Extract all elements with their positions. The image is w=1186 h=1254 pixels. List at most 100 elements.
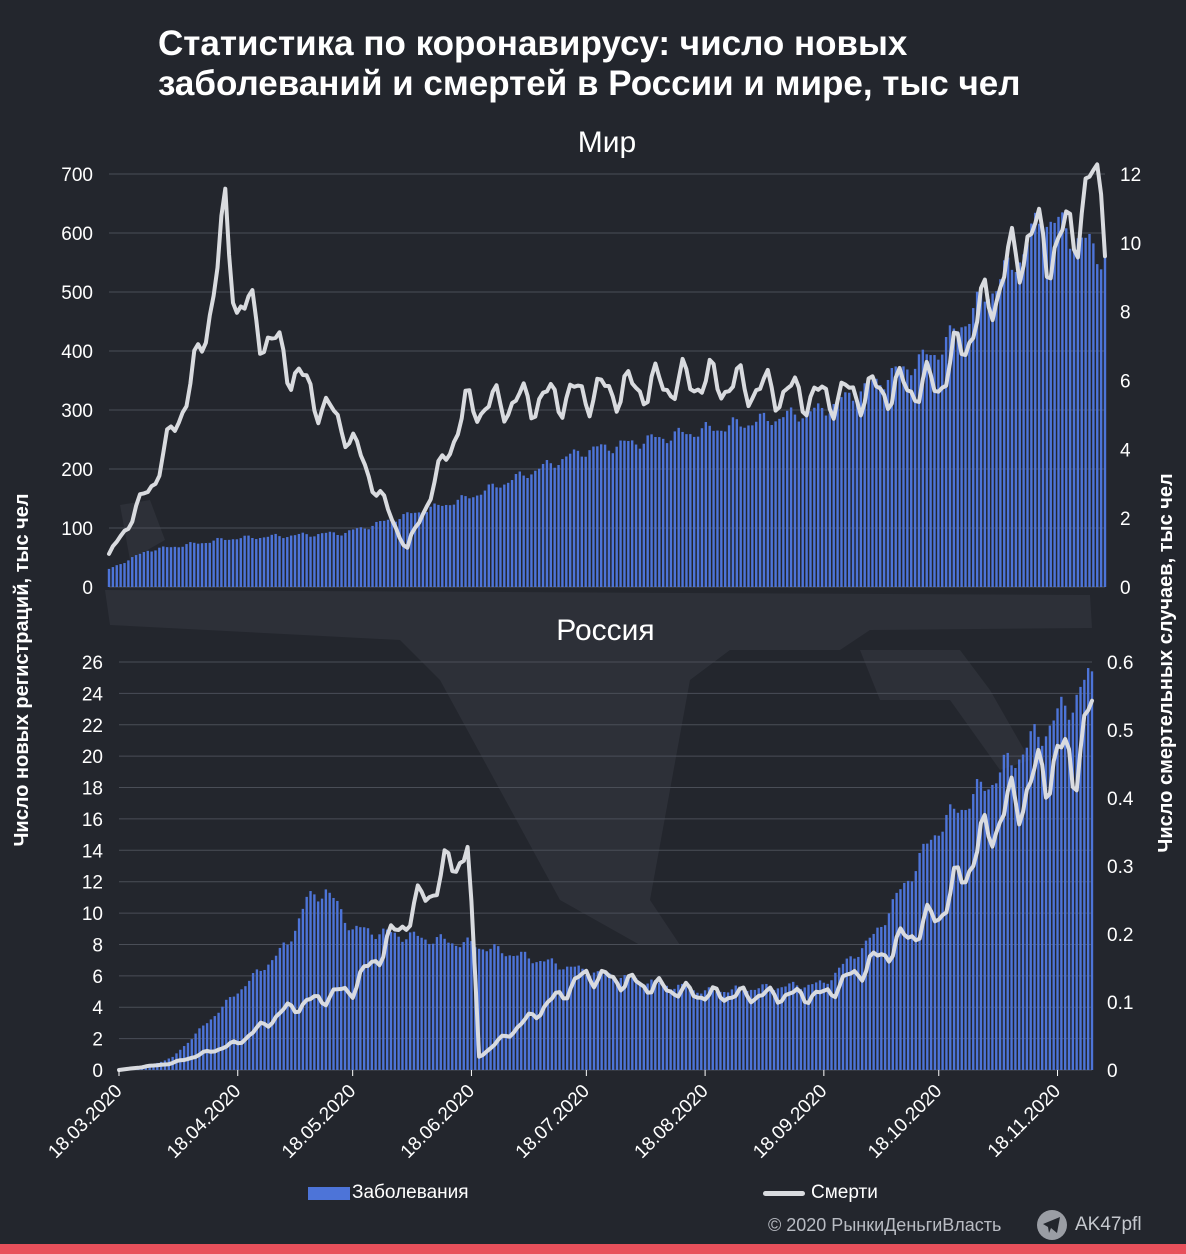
bar	[561, 459, 564, 587]
bar	[762, 412, 766, 587]
bar	[266, 536, 270, 587]
bar	[134, 555, 138, 587]
bar	[212, 540, 215, 587]
bar	[665, 443, 669, 587]
bar	[766, 421, 770, 587]
bar	[685, 434, 688, 587]
bar	[941, 831, 944, 1070]
bar	[220, 538, 223, 587]
bar	[452, 504, 456, 587]
telegram-icon	[1037, 1210, 1067, 1240]
bar	[1041, 230, 1045, 588]
x-tick-label: 18.10.2020	[864, 1081, 946, 1163]
bar	[795, 985, 799, 1070]
bar	[324, 532, 328, 587]
bar	[803, 987, 806, 1070]
bar	[987, 789, 990, 1070]
bar	[871, 380, 874, 587]
bar	[362, 927, 366, 1070]
bar	[669, 989, 672, 1070]
bar	[933, 835, 937, 1070]
bar	[340, 535, 343, 587]
bar	[224, 539, 227, 587]
bar	[366, 928, 370, 1070]
bar	[774, 421, 777, 587]
bar	[1075, 694, 1078, 1070]
bar	[437, 504, 440, 587]
bar	[500, 953, 504, 1070]
left-tick-label: 24	[82, 684, 104, 705]
bar	[857, 956, 860, 1070]
bar	[1041, 745, 1044, 1070]
bar	[1029, 731, 1032, 1070]
bar	[799, 988, 803, 1070]
bar	[464, 496, 467, 587]
bar	[363, 528, 366, 587]
bar	[638, 981, 642, 1070]
bar	[138, 553, 142, 587]
bar	[1079, 686, 1082, 1070]
bar	[274, 955, 278, 1070]
bar	[921, 349, 925, 587]
bar	[801, 418, 804, 587]
bar	[960, 327, 963, 587]
left-tick-label: 10	[82, 904, 103, 925]
legend-label-deaths: Смерти	[811, 1182, 878, 1203]
bar	[568, 453, 572, 587]
left-tick-label: 22	[82, 716, 103, 737]
bar	[615, 981, 619, 1070]
bar	[231, 539, 235, 587]
bar	[654, 437, 657, 587]
bar	[470, 941, 473, 1070]
bar	[217, 1012, 220, 1070]
bar	[813, 407, 816, 587]
x-tick-label: 18.03.2020	[44, 1081, 126, 1163]
bar	[1045, 226, 1049, 587]
right-tick-label: 8	[1120, 303, 1131, 324]
bar	[177, 547, 180, 587]
bar	[868, 937, 872, 1070]
bar	[221, 1006, 224, 1070]
bar	[247, 535, 250, 587]
bar	[822, 982, 826, 1070]
bar	[615, 446, 618, 587]
bar	[401, 941, 404, 1070]
bar	[746, 990, 749, 1070]
bar	[297, 918, 301, 1070]
bar	[979, 293, 983, 587]
bar	[684, 987, 688, 1070]
right-tick-label: 0.3	[1107, 857, 1133, 878]
bar	[413, 512, 417, 587]
bar	[317, 534, 320, 587]
bar	[451, 943, 454, 1070]
bar	[738, 986, 741, 1070]
bar	[619, 440, 622, 587]
bar	[468, 498, 471, 587]
left-tick-label: 600	[61, 224, 93, 245]
bar	[204, 543, 208, 587]
bar	[815, 982, 818, 1070]
bar	[726, 992, 730, 1070]
x-tick-label: 18.08.2020	[631, 1081, 713, 1163]
bar	[543, 961, 546, 1070]
bar	[818, 980, 822, 1070]
bar	[385, 929, 389, 1070]
bar	[428, 943, 431, 1070]
bar	[836, 399, 839, 587]
bar	[623, 440, 626, 587]
bar	[631, 977, 634, 1070]
bar	[462, 942, 465, 1070]
bar	[344, 532, 347, 587]
bar	[661, 438, 665, 587]
bar	[441, 505, 444, 587]
bar	[677, 984, 680, 1070]
bar	[286, 944, 289, 1070]
bar	[530, 474, 533, 587]
bar	[922, 843, 925, 1070]
bar	[723, 992, 726, 1070]
bar	[458, 947, 462, 1070]
bar	[359, 927, 362, 1070]
bar	[944, 337, 948, 587]
x-tick-label: 18.06.2020	[397, 1081, 479, 1163]
bar-swatch	[308, 1186, 350, 1200]
